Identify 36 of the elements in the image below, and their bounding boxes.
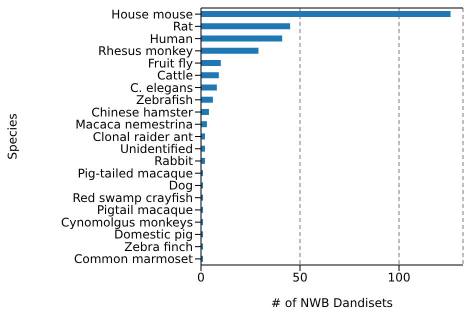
y-tick-label: Rabbit [154,154,194,168]
y-tick-label: Dog [168,178,193,193]
y-tick-label: Unidentified [120,142,193,156]
x-tick-label: 50 [292,270,308,285]
y-tick-label: Rat [172,20,194,34]
y-tick-label: Red swamp crayfish [72,190,193,205]
bar [201,108,209,115]
bar [201,72,219,78]
y-tick-label: Pig-tailed macaque [78,166,193,180]
y-tick-label: Clonal raider ant [92,130,194,144]
y-tick-label: Macaca nemestrina [75,118,193,132]
x-tick-label: 100 [388,270,410,285]
bar [201,36,282,42]
y-tick-label: Cattle [157,68,193,83]
y-tick-label: C. elegans [130,80,193,95]
y-tick-label: Domestic pig [114,228,193,242]
bar [201,60,221,66]
bar [201,23,290,30]
bar [201,96,213,103]
y-tick-label: Chinese hamster [91,105,194,120]
bar [201,84,217,90]
y-tick-label: Pigtail macaque [96,203,193,218]
y-tick-label: Rhesus monkey [98,44,193,58]
bar [201,11,451,18]
y-tick-label: Common marmoset [74,252,194,266]
y-tick-label: House mouse [111,7,193,22]
y-tick-label: Fruit fly [148,56,193,70]
y-tick-label: Cynomolgus monkeys [61,215,193,230]
bar [201,121,207,128]
x-axis-title: # of NWB Dandisets [271,296,393,310]
y-tick-label: Zebrafish [136,93,193,108]
y-tick-label: Human [150,32,193,46]
x-tick-label: 0 [197,270,205,285]
bar [201,48,258,54]
y-axis-title: Species [5,113,20,160]
y-tick-label: Zebra finch [124,240,193,254]
